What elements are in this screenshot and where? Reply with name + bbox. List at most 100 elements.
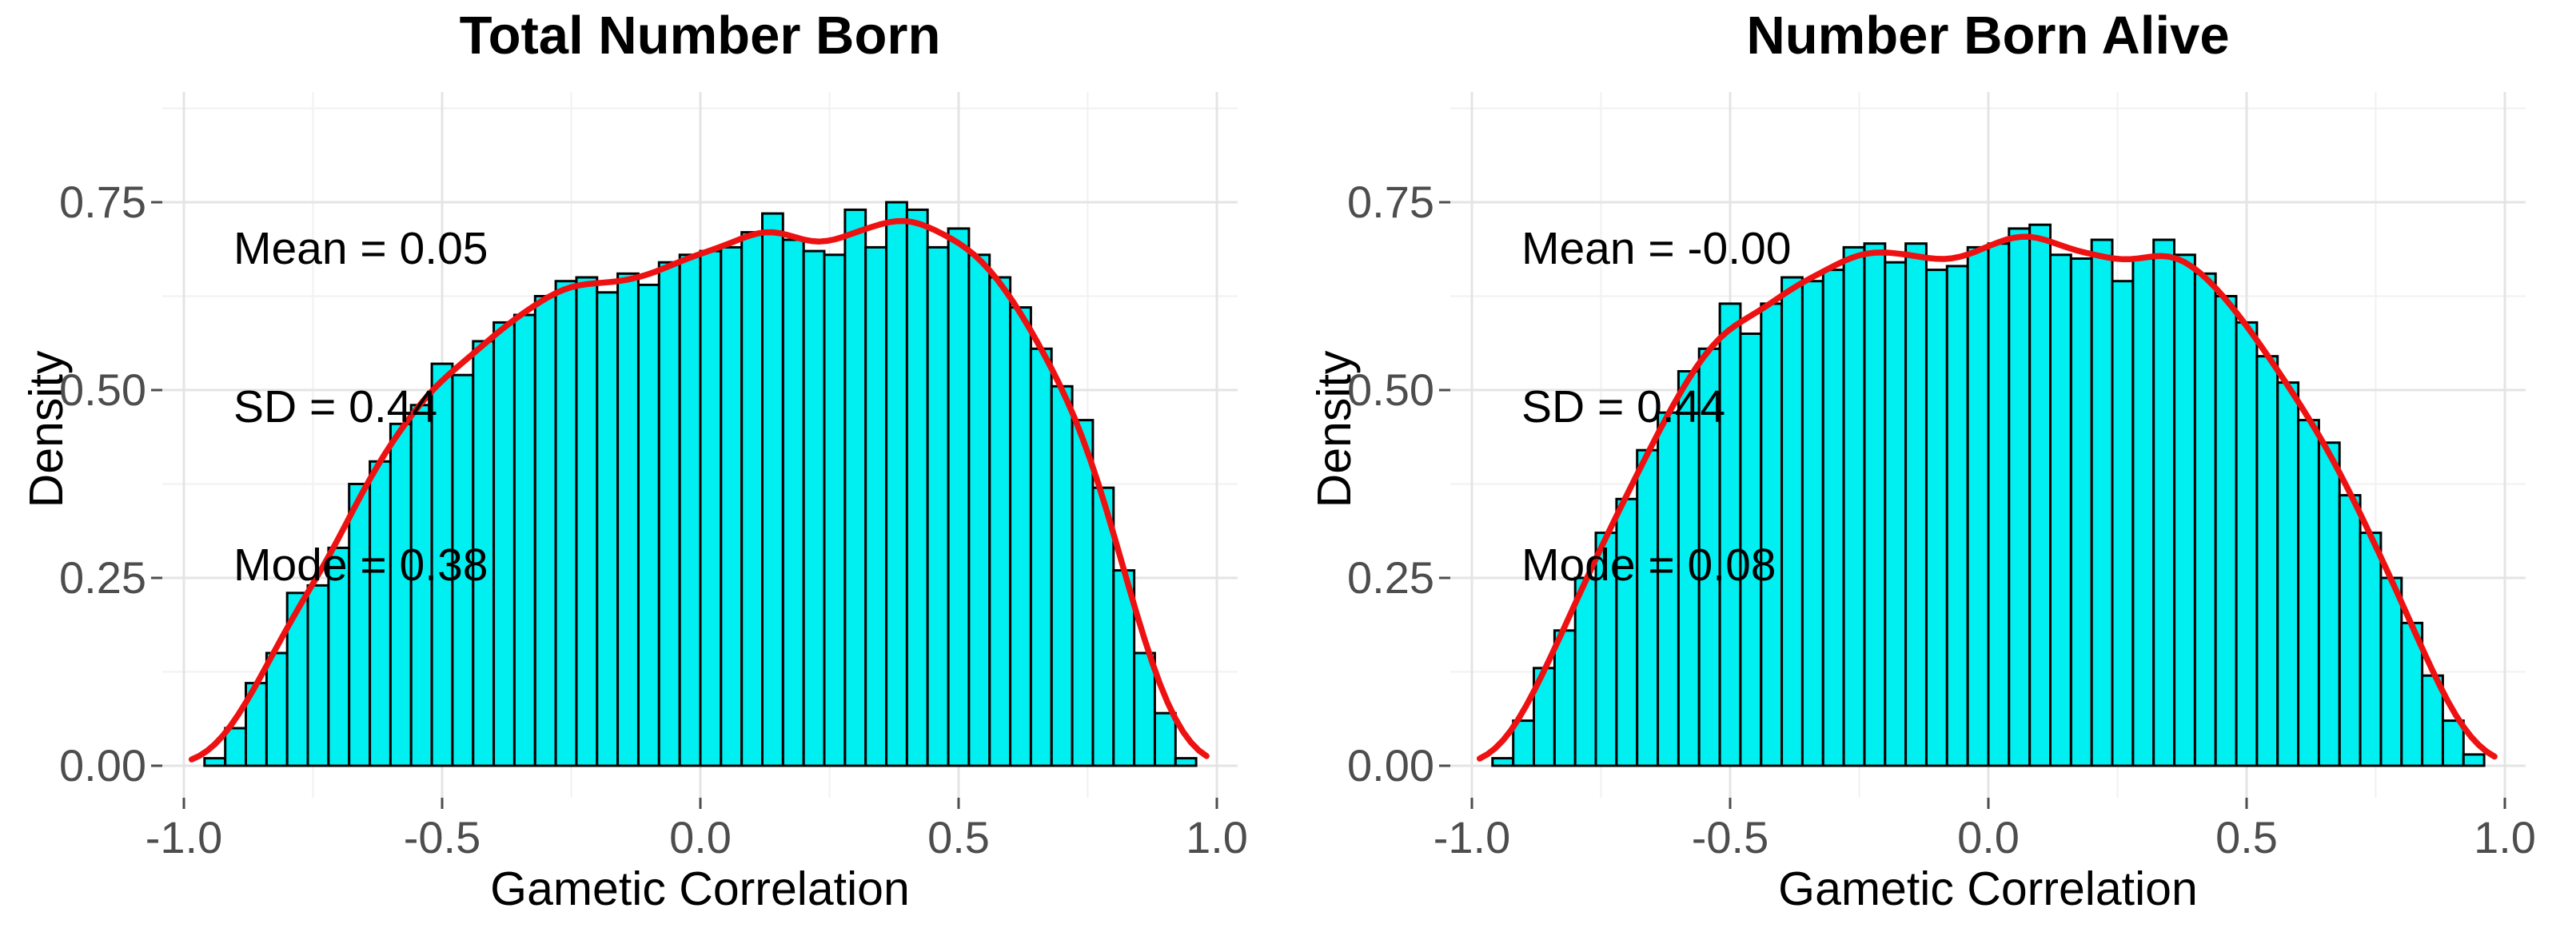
histogram-bar	[554, 280, 578, 767]
histogram-bar	[2152, 238, 2175, 767]
histogram-bar	[1821, 269, 1845, 767]
histogram-bar	[1491, 757, 1515, 767]
x-tick-label: 1.0	[2474, 812, 2536, 862]
histogram-plot-number-born-alive	[1439, 92, 2526, 809]
histogram-bar	[781, 238, 805, 767]
histogram-bar	[596, 291, 620, 767]
histogram-bar	[533, 295, 557, 767]
histogram-bar	[1133, 651, 1156, 767]
axis-ticks	[1439, 201, 2506, 809]
histogram-bar	[1925, 269, 1948, 767]
histogram-bar	[2049, 253, 2072, 767]
histogram-bar	[740, 231, 764, 767]
histogram-bar	[2255, 355, 2279, 767]
x-tick-label: 0.5	[927, 812, 990, 862]
histogram-bar	[512, 313, 536, 767]
histogram-bar	[637, 283, 660, 767]
histogram-bar	[2317, 441, 2341, 767]
histogram-bar	[348, 483, 372, 767]
histogram-bar	[843, 208, 867, 767]
histogram-bar	[2462, 753, 2486, 767]
histogram-bar	[2173, 253, 2196, 767]
mode-value-label: Mode = 0.08	[1521, 540, 1776, 591]
sd-value-label: SD = 0.44	[233, 381, 438, 432]
density-curve	[188, 217, 1210, 763]
histogram-bar	[657, 261, 681, 767]
histogram-bar	[2235, 321, 2259, 767]
x-tick-label: 1.0	[1186, 812, 1248, 862]
histogram-bar	[926, 245, 950, 767]
histogram-bar	[389, 422, 413, 767]
y-tick-label: 0.25	[59, 552, 146, 603]
axis-ticks	[151, 201, 1218, 809]
x-tick-label: -0.5	[403, 812, 481, 862]
histogram-plot-total-number-born	[151, 92, 1238, 809]
panel-number-born-alive: Number Born Alive Mean = -0.00 SD = 0.44…	[1288, 0, 2576, 936]
histogram-bar	[1154, 711, 1177, 767]
histogram-bar	[988, 276, 1012, 767]
histogram-bar	[1987, 242, 2011, 767]
histogram-bar	[885, 201, 908, 767]
histogram-bar	[575, 276, 599, 767]
histogram-bar	[2442, 719, 2465, 767]
histogram-bar	[864, 245, 887, 767]
histogram-bar	[761, 212, 784, 767]
histogram-bar	[2297, 419, 2320, 767]
histogram-bar	[823, 253, 847, 767]
page-title-left: Total Number Born	[459, 6, 941, 66]
histogram-bar	[1904, 242, 1928, 767]
panel-total-number-born: Total Number Born Mean = 0.05 SD = 0.44 …	[20, 6, 1248, 915]
histogram-bar	[203, 757, 227, 767]
mode-value-label: Mode = 0.38	[233, 540, 488, 591]
mean-value-label: Mean = 0.05	[233, 223, 488, 274]
histogram-bar	[2008, 227, 2032, 767]
histogram-bar	[1884, 261, 1908, 767]
histogram-bar	[1091, 486, 1115, 767]
histogram-bar	[2131, 257, 2155, 767]
histogram-bar	[947, 227, 971, 767]
histogram-bar	[369, 460, 392, 767]
x-tick-label: -1.0	[145, 812, 223, 862]
x-tick-label: -1.0	[1433, 812, 1511, 862]
histogram-bar	[802, 249, 826, 767]
histogram-bar	[2069, 257, 2093, 767]
histogram-bar	[1800, 280, 1824, 767]
x-tick-label: 0.0	[1957, 812, 2020, 862]
y-tick-label: 0.00	[59, 740, 146, 791]
histogram-bars	[203, 201, 1198, 767]
histogram-bar	[2111, 280, 2135, 767]
histogram-bar	[492, 321, 516, 767]
histogram-bar	[616, 272, 640, 767]
histogram-bar	[2338, 494, 2362, 767]
histogram-bar	[1174, 757, 1198, 767]
histogram-bar	[2028, 223, 2052, 767]
y-tick-label: 0.50	[59, 364, 146, 415]
histogram-bar	[2379, 576, 2403, 767]
histogram-bar	[2214, 295, 2238, 767]
histogram-bar	[1050, 384, 1074, 767]
y-tick-label: 0.00	[1347, 740, 1434, 791]
histogram-bar	[1842, 245, 1866, 767]
histogram-bar	[1945, 265, 1969, 767]
histogram-bar	[1718, 302, 1742, 767]
x-axis-title-left: Gametic Correlation	[490, 862, 910, 915]
histogram-bar	[306, 584, 330, 767]
y-tick-label: 0.75	[59, 177, 146, 227]
y-tick-label: 0.25	[1347, 552, 1434, 603]
sd-value-label: SD = 0.44	[1521, 381, 1726, 432]
histogram-bar	[2276, 381, 2300, 767]
histogram-bar	[1863, 242, 1887, 767]
y-tick-label: 0.50	[1347, 364, 1434, 415]
histogram-bar	[1029, 347, 1053, 767]
x-axis-title-right: Gametic Correlation	[1778, 862, 2198, 915]
stats-annotation-left: Mean = 0.05 SD = 0.44 Mode = 0.38	[233, 117, 488, 697]
histogram-bar	[451, 373, 475, 767]
histogram-bar	[1966, 245, 1990, 767]
y-tick-label: 0.75	[1347, 177, 1434, 227]
histogram-bar	[905, 208, 929, 767]
histogram-bar	[967, 253, 991, 767]
histogram-bar	[720, 245, 744, 767]
density-curve	[1476, 233, 2498, 762]
histogram-bar	[1009, 306, 1032, 767]
